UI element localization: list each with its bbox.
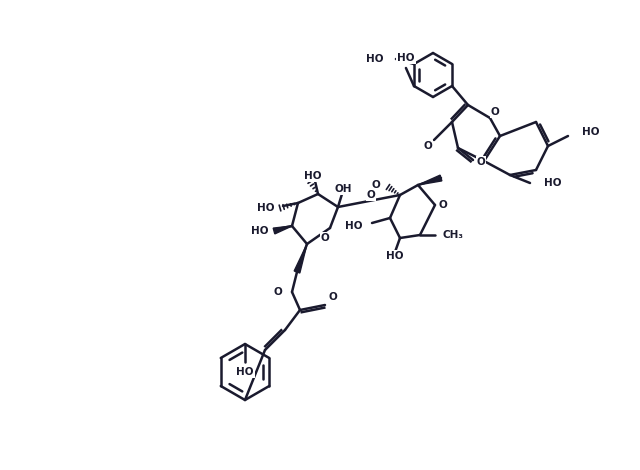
Text: HO: HO bbox=[250, 226, 268, 236]
Text: O: O bbox=[424, 141, 433, 151]
Text: CH₃: CH₃ bbox=[442, 230, 463, 240]
Text: HO: HO bbox=[544, 178, 561, 188]
Polygon shape bbox=[418, 175, 442, 185]
Text: O: O bbox=[367, 190, 376, 200]
Polygon shape bbox=[294, 244, 307, 273]
Text: O: O bbox=[438, 200, 447, 210]
Text: O: O bbox=[477, 157, 485, 167]
Text: O: O bbox=[372, 180, 380, 190]
Text: O: O bbox=[321, 233, 330, 243]
Text: O: O bbox=[274, 287, 282, 297]
Text: HO: HO bbox=[387, 251, 404, 261]
Text: HO: HO bbox=[367, 54, 384, 64]
Text: O: O bbox=[491, 107, 499, 117]
Text: OH: OH bbox=[334, 184, 352, 194]
Text: HO: HO bbox=[397, 53, 415, 63]
Text: HO: HO bbox=[236, 367, 253, 377]
Text: HO: HO bbox=[344, 221, 362, 231]
Text: HO: HO bbox=[304, 171, 322, 181]
Text: HO: HO bbox=[582, 127, 600, 137]
Text: O: O bbox=[328, 292, 337, 302]
Polygon shape bbox=[273, 226, 292, 234]
Text: HO: HO bbox=[257, 203, 274, 213]
